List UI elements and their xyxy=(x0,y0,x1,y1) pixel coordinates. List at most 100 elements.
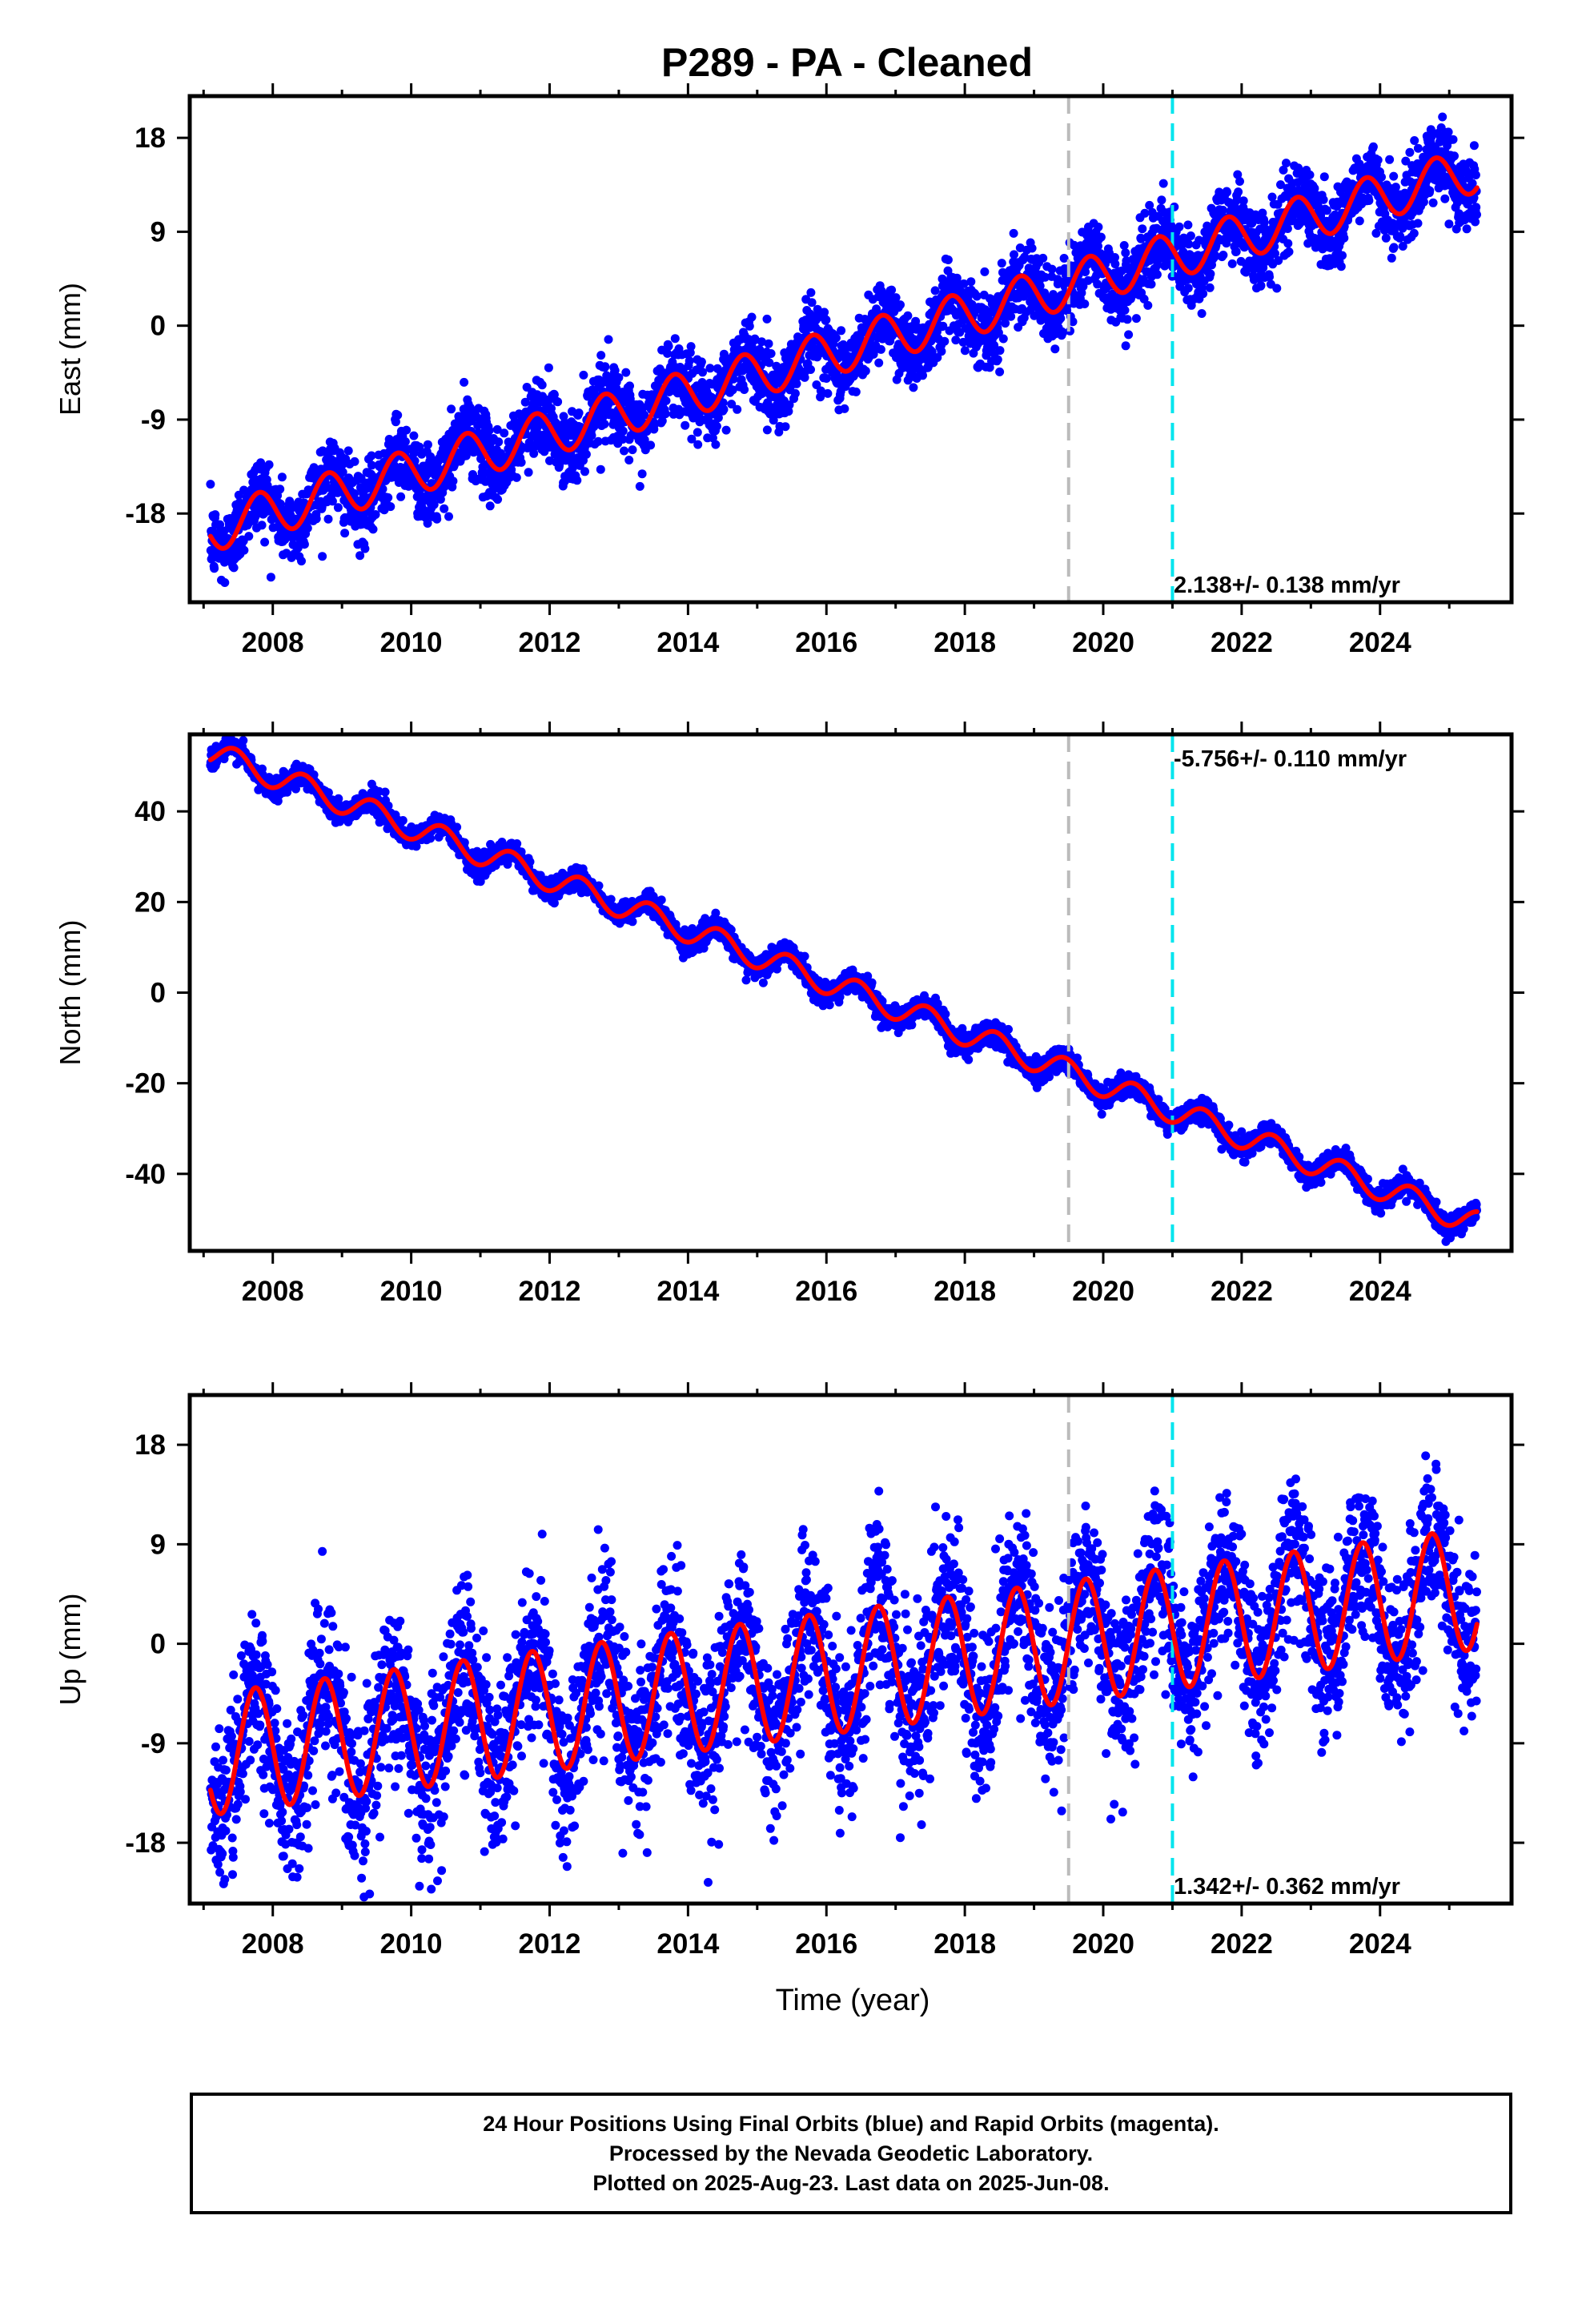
x-tick-label: 2020 xyxy=(1072,627,1134,658)
data-point xyxy=(1009,228,1018,238)
data-point xyxy=(257,521,267,530)
data-point xyxy=(447,404,456,414)
data-point xyxy=(549,390,559,400)
data-point xyxy=(933,353,942,362)
data-point xyxy=(891,293,901,303)
data-point xyxy=(436,495,445,504)
data-point xyxy=(484,426,494,435)
data-point xyxy=(1152,270,1162,279)
data-point xyxy=(750,334,760,344)
data-point xyxy=(1438,112,1447,122)
data-point xyxy=(624,456,634,464)
data-point xyxy=(559,412,568,421)
data-point xyxy=(1234,187,1243,197)
data-point xyxy=(1186,231,1195,240)
data-point xyxy=(1413,219,1423,228)
data-point xyxy=(1232,195,1242,205)
data-point xyxy=(1006,312,1016,321)
data-point xyxy=(1001,319,1010,328)
data-point xyxy=(693,428,702,437)
data-point xyxy=(1035,281,1045,291)
data-point xyxy=(299,540,309,549)
data-point xyxy=(297,557,306,566)
data-point xyxy=(1398,242,1407,251)
data-point xyxy=(719,404,729,414)
y-tick-label: 9 xyxy=(151,216,166,247)
data-point xyxy=(728,385,737,395)
data-point xyxy=(940,336,950,346)
data-point xyxy=(537,380,547,390)
data-point xyxy=(840,404,849,413)
data-point xyxy=(1143,300,1153,310)
data-point xyxy=(821,315,831,324)
data-point xyxy=(621,368,631,377)
data-point xyxy=(993,355,1002,364)
data-point xyxy=(1282,191,1291,201)
data-point xyxy=(1409,228,1419,238)
rate-annotation: 2.138+/- 0.138 mm/yr xyxy=(1174,573,1400,598)
data-point xyxy=(1235,177,1244,186)
data-point xyxy=(781,422,790,432)
data-point xyxy=(785,400,794,410)
y-tick-label: 0 xyxy=(151,311,166,342)
data-point xyxy=(367,451,376,460)
data-point xyxy=(1139,294,1149,304)
data-point xyxy=(1377,172,1386,182)
data-point xyxy=(1038,253,1048,263)
data-point xyxy=(1448,135,1458,144)
data-point xyxy=(545,456,554,465)
data-point xyxy=(747,312,757,322)
data-point xyxy=(713,413,723,423)
data-point xyxy=(568,463,577,472)
data-point xyxy=(764,339,773,348)
data-point xyxy=(485,501,495,511)
data-point xyxy=(1206,269,1215,279)
data-point xyxy=(1197,309,1207,318)
data-point xyxy=(1319,172,1329,182)
data-point xyxy=(1389,171,1399,181)
data-point xyxy=(790,388,800,398)
data-point xyxy=(896,300,905,310)
data-point xyxy=(1040,272,1050,282)
data-point xyxy=(423,440,432,449)
data-point xyxy=(355,551,365,561)
data-point xyxy=(318,552,327,561)
data-point xyxy=(646,440,656,450)
data-point xyxy=(1471,217,1480,227)
chart-title: P289 - PA - Cleaned xyxy=(661,40,1033,85)
data-points xyxy=(206,112,1481,587)
data-point xyxy=(740,385,749,394)
data-point xyxy=(620,446,628,456)
data-point xyxy=(698,368,707,377)
data-point xyxy=(1233,170,1243,179)
data-point xyxy=(813,304,822,314)
data-point xyxy=(433,464,443,473)
data-point xyxy=(1138,224,1147,234)
data-point xyxy=(343,446,353,456)
data-point xyxy=(1387,253,1396,263)
data-point xyxy=(959,279,969,288)
data-point xyxy=(220,578,230,587)
data-point xyxy=(415,442,424,452)
data-point xyxy=(494,437,504,447)
data-point xyxy=(995,367,1005,376)
data-point xyxy=(972,292,982,301)
data-point xyxy=(1256,281,1266,290)
data-point xyxy=(1468,179,1477,188)
data-point xyxy=(524,468,533,477)
data-point xyxy=(1227,259,1237,268)
data-point xyxy=(1265,272,1274,282)
data-point xyxy=(1373,155,1383,165)
data-point xyxy=(1146,279,1156,289)
data-point xyxy=(995,346,1005,356)
data-point xyxy=(350,456,359,466)
data-point xyxy=(938,321,948,331)
data-point xyxy=(1339,233,1349,243)
data-point xyxy=(580,467,589,476)
data-point xyxy=(837,326,846,336)
data-point xyxy=(718,398,728,408)
data-point xyxy=(1303,239,1313,248)
data-point xyxy=(670,334,680,344)
data-point xyxy=(1368,142,1378,151)
data-point xyxy=(1267,192,1277,202)
